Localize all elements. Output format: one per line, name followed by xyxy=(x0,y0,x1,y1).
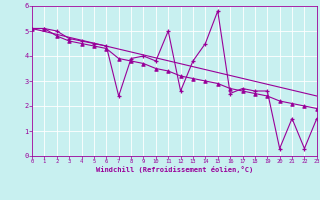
X-axis label: Windchill (Refroidissement éolien,°C): Windchill (Refroidissement éolien,°C) xyxy=(96,166,253,173)
